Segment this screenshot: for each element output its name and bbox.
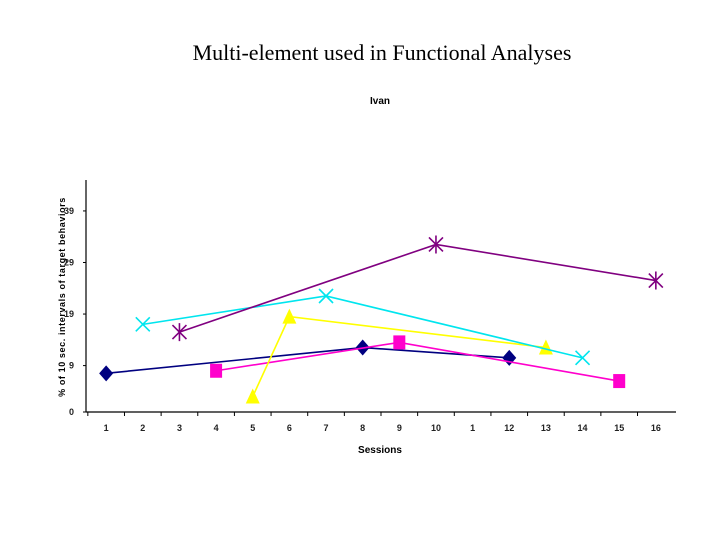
y-ticks: 0 9 19 29 39 <box>64 206 86 417</box>
series-line <box>215 341 620 382</box>
page-title: Multi-element used in Functional Analyse… <box>192 40 572 65</box>
y-tick-label: 19 <box>64 309 74 319</box>
y-axis-label: % of 10 sec. intervals of target behavio… <box>57 197 67 397</box>
chart-title: Ivan <box>370 96 390 107</box>
x-tick-label: 5 <box>250 423 255 433</box>
y-tick-label: 9 <box>69 361 74 371</box>
x-axis-label: Sessions <box>358 445 402 456</box>
x-tick-label: 16 <box>651 423 661 433</box>
x-tick-label: 15 <box>614 423 624 433</box>
data-point-square <box>613 374 626 389</box>
data-point-x <box>318 288 334 304</box>
data-point-star <box>428 235 444 254</box>
series-group <box>99 235 664 404</box>
data-point-triangle <box>282 308 297 324</box>
x-tick-label: 1 <box>104 423 109 433</box>
x-tick-label: 4 <box>214 423 219 433</box>
x-tick-label: 9 <box>397 423 402 433</box>
x-tick-label: 8 <box>360 423 365 433</box>
data-point-triangle <box>245 388 260 404</box>
x-tick-label: 3 <box>177 423 182 433</box>
data-point-square <box>393 335 406 350</box>
x-tick-label: 14 <box>578 423 588 433</box>
x-tick-label: 7 <box>324 423 329 433</box>
y-tick-label: 39 <box>64 206 74 216</box>
y-tick-label: 0 <box>69 407 74 417</box>
x-tick-label: 13 <box>541 423 551 433</box>
data-point-square <box>210 363 223 378</box>
x-tick-label: 12 <box>504 423 514 433</box>
data-point-x <box>135 316 151 332</box>
data-point-star <box>648 271 664 290</box>
x-tick-label: 10 <box>431 423 441 433</box>
x-ticks: 1 2 3 4 5 6 7 8 9 10 1 12 13 14 15 16 <box>87 412 661 433</box>
y-tick-label: 29 <box>64 257 74 267</box>
data-point-diamond <box>502 349 517 366</box>
data-point-diamond <box>99 365 114 382</box>
data-point-star <box>171 323 188 342</box>
x-tick-label: 2 <box>140 423 145 433</box>
data-point-triangle <box>538 339 553 355</box>
x-tick-label: 1 <box>470 423 475 433</box>
axes <box>85 180 676 413</box>
data-point-x <box>574 350 591 366</box>
x-tick-label: 6 <box>287 423 292 433</box>
series-line <box>179 243 656 333</box>
